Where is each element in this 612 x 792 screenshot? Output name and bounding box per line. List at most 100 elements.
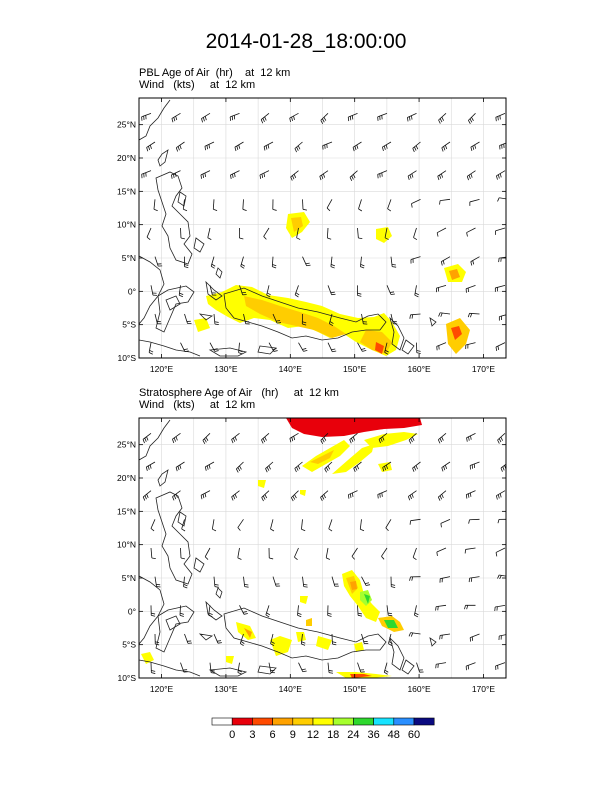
wind-barb [467, 312, 480, 318]
wind-barb [466, 170, 476, 181]
wind-barb [495, 112, 506, 122]
wind-barb [412, 547, 417, 561]
wind-barb [145, 461, 156, 471]
panel-2-axis-ticks [139, 418, 506, 679]
wind-barb [208, 605, 213, 618]
wind-barb [494, 284, 506, 292]
wind-barb [327, 662, 334, 674]
wind-barb [319, 170, 329, 181]
wind-barb [407, 112, 417, 122]
wind-barb [498, 256, 506, 263]
wind-barb [154, 256, 163, 267]
wind-barb [265, 605, 271, 618]
wind-barb [175, 141, 185, 152]
wind-barb [209, 342, 219, 352]
wind-barb [416, 342, 421, 354]
x-tick-label: 140°E [279, 364, 303, 374]
wind-barb [243, 576, 249, 588]
wind-barb [497, 197, 506, 202]
wind-barb [141, 112, 152, 121]
wind-barb [353, 461, 362, 473]
colorbar [211, 717, 435, 726]
panel-1-axis-labels: 120°E 130°E 140°E 150°E 160°E 170°E 25°N 20°N 15… [117, 120, 495, 374]
wind-barb [200, 490, 211, 500]
colorbar-swatch [373, 717, 395, 726]
wind-barb [234, 141, 244, 152]
wind-barb [469, 633, 480, 642]
wind-barb [150, 662, 156, 674]
panel-1-field-label: PBL Age of Air (hr) at 12 km [139, 67, 291, 79]
colorbar-label: 0 [229, 729, 236, 741]
y-tick-label: 5°N [122, 573, 136, 583]
x-tick-label: 120°E [150, 364, 174, 374]
wind-barb [358, 199, 363, 212]
wind-barb [390, 576, 396, 588]
wind-barb [268, 662, 275, 674]
wind-barb [386, 605, 393, 617]
y-tick-label: 5°S [122, 320, 136, 330]
wind-barb [184, 256, 189, 269]
panel-2-coastlines [139, 419, 437, 677]
wind-barb [237, 519, 244, 531]
wind-barb [210, 256, 216, 269]
wind-barb [271, 256, 277, 269]
wind-barb [178, 285, 184, 298]
panel-2-axis-labels: 120°E 130°E 140°E 150°E 160°E 170°E 25°N 20°N 15… [117, 440, 495, 694]
wind-barb [409, 576, 421, 581]
wind-barb [239, 633, 245, 647]
wind-barb [154, 633, 160, 646]
wind-barb [377, 112, 388, 121]
y-tick-label: 10°S [117, 673, 136, 683]
wind-barb [468, 113, 476, 125]
wind-barb [237, 662, 243, 675]
wind-barb [347, 490, 358, 499]
wind-barb [386, 285, 395, 295]
wind-barb [150, 285, 157, 296]
colorbar-swatch [312, 717, 334, 726]
panel-2-wind-barbs [142, 432, 506, 675]
wind-barb [320, 490, 329, 502]
panel-2-frame [138, 417, 507, 679]
wind-barb [171, 170, 181, 179]
wind-barb [361, 576, 371, 586]
wind-barb [412, 141, 421, 153]
panel-2-age-of-air-fill [141, 418, 422, 678]
colorbar-swatch [413, 717, 435, 726]
wind-barb [359, 519, 365, 532]
colorbar-label: 6 [269, 729, 276, 741]
y-tick-label: 25°N [117, 120, 136, 130]
wind-barb [436, 547, 447, 557]
y-tick-label: 0° [128, 606, 136, 616]
wind-barb [330, 256, 336, 269]
wind-barb [298, 662, 307, 673]
wind-barb [202, 433, 211, 445]
wind-barb [180, 227, 185, 240]
wind-barb [301, 313, 307, 326]
wind-barb [270, 633, 275, 646]
x-tick-label: 150°E [343, 684, 367, 694]
wind-barb [235, 461, 244, 473]
wind-barb [465, 284, 476, 293]
wind-barb [437, 490, 447, 501]
wind-barb [172, 433, 181, 444]
colorbar-swatch [393, 717, 415, 726]
wind-barb [414, 285, 419, 298]
wind-barb [171, 112, 181, 123]
wind-barb [413, 227, 418, 241]
wind-barb [184, 313, 192, 324]
wind-barb [201, 112, 211, 123]
wind-barb [357, 285, 362, 297]
wind-barb [204, 547, 211, 560]
wind-barb [212, 199, 218, 211]
wind-barb [470, 256, 480, 266]
wind-barb [326, 227, 332, 240]
wind-barb [260, 113, 270, 124]
wind-barb [209, 285, 217, 296]
wind-barb [289, 112, 299, 123]
wind-barb [182, 199, 188, 212]
wind-barb [382, 141, 392, 152]
colorbar-labels: 0 3 6 9 12 18 24 36 48 60 [0, 729, 612, 743]
x-tick-label: 170°E [472, 684, 496, 694]
wind-barb [439, 198, 451, 205]
